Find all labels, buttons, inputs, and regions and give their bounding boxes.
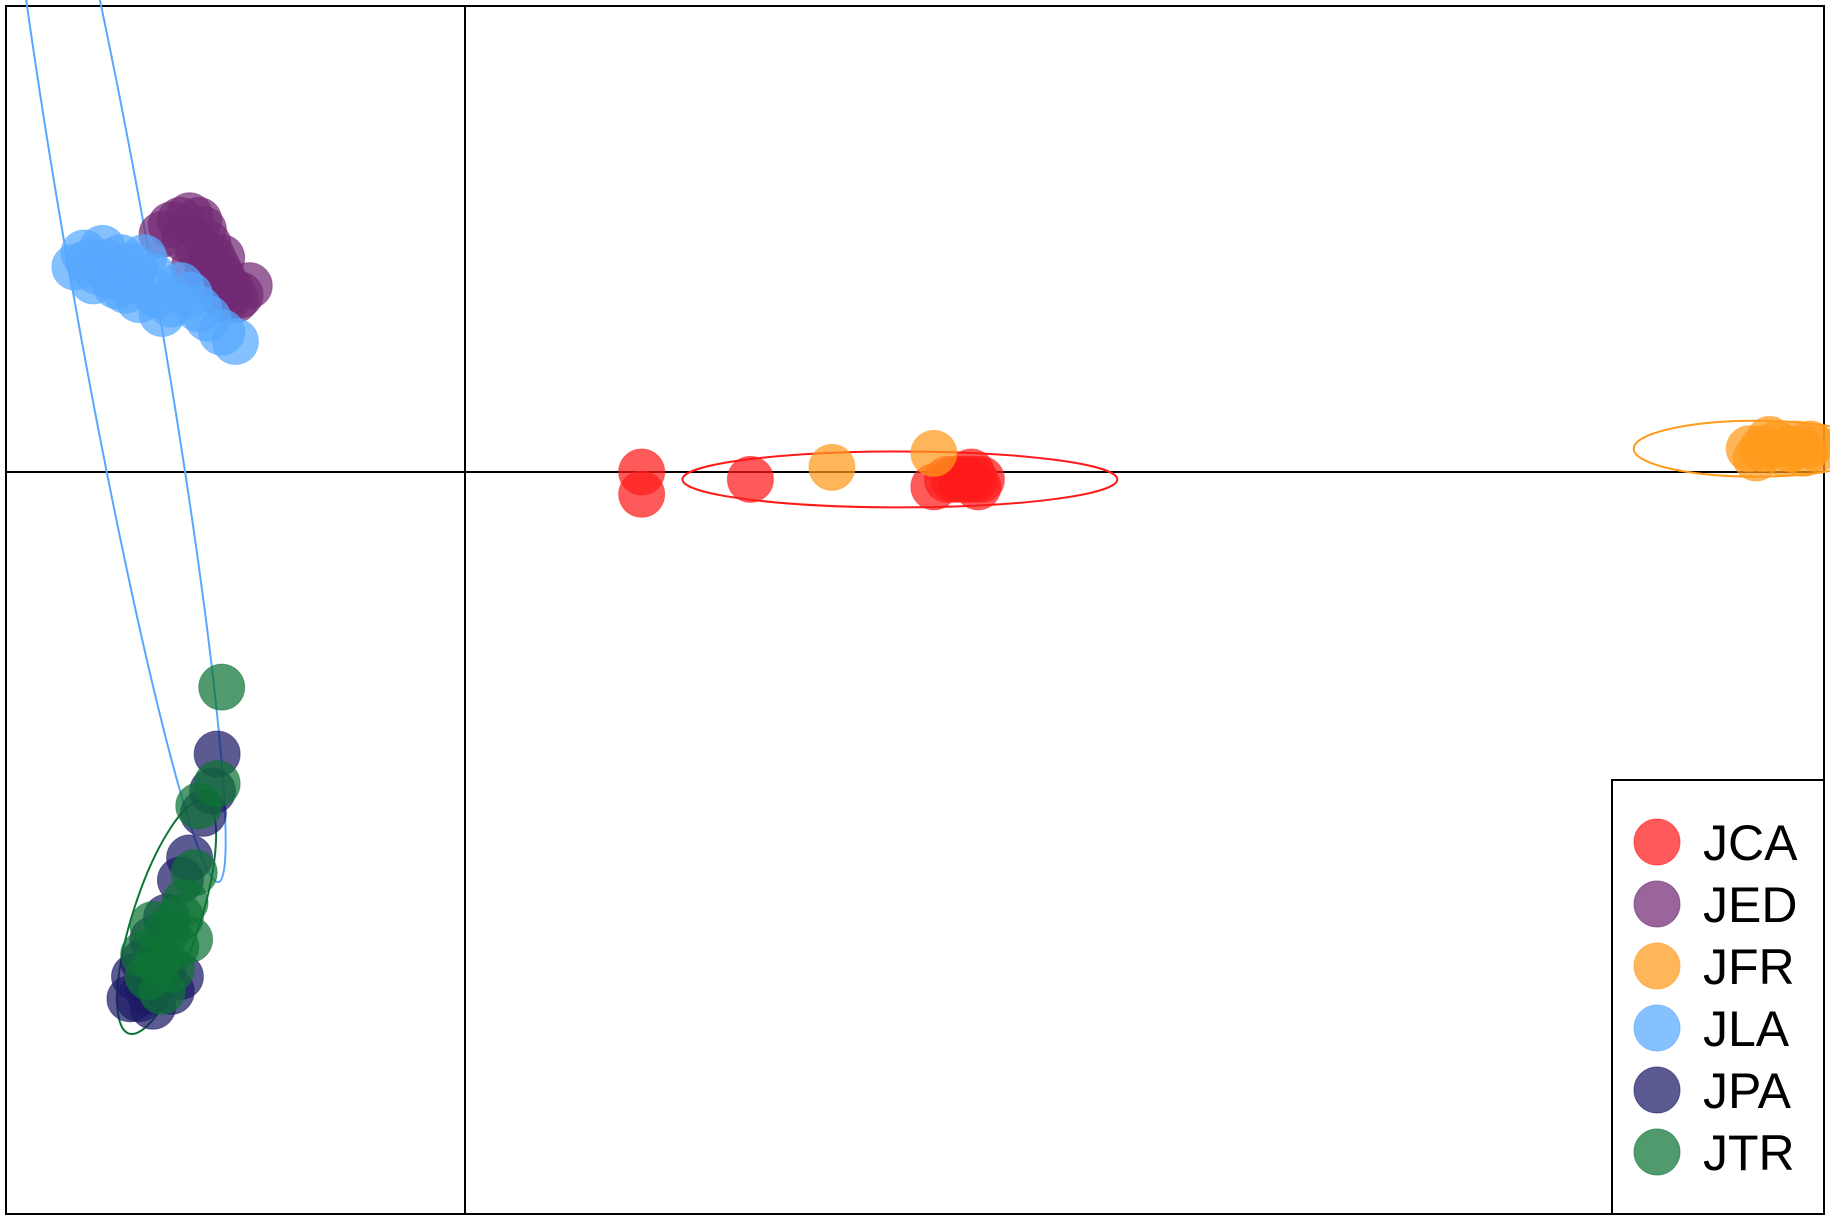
legend-swatch-jed	[1633, 880, 1681, 928]
plot-border	[5, 5, 1825, 1215]
legend-label-jtr: JTR	[1703, 1125, 1795, 1181]
point-jca-11	[957, 455, 1005, 503]
series-jca	[618, 448, 1005, 518]
point-jca-1	[618, 470, 666, 518]
series-jla	[51, 224, 259, 366]
legend-swatch-jla	[1633, 1004, 1681, 1052]
series-jtr	[120, 663, 246, 1015]
point-jla-24	[138, 290, 186, 338]
legend-label-jfr: JFR	[1703, 939, 1795, 995]
point-jtr-14	[166, 915, 214, 963]
legend-label-jed: JED	[1703, 877, 1797, 933]
point-jtr-0	[198, 663, 246, 711]
legend: JCA JED JFR JLA JPA JTR	[1611, 779, 1825, 1215]
legend-label-jca: JCA	[1703, 815, 1798, 871]
ellipse-jca	[681, 450, 1119, 509]
points-layer	[51, 192, 1830, 1030]
point-jfr-11	[1746, 415, 1794, 463]
series-jfr	[808, 415, 1830, 491]
legend-swatch-jtr	[1633, 1128, 1681, 1176]
legend-swatch-jca	[1633, 818, 1681, 866]
point-jfr-0	[808, 443, 856, 491]
legend-swatch-jpa	[1633, 1066, 1681, 1114]
legend-label-jla: JLA	[1703, 1001, 1790, 1057]
point-jtr-2	[175, 782, 223, 830]
point-jla-19	[212, 318, 259, 366]
legend-label-jpa: JPA	[1703, 1063, 1792, 1119]
point-jfr-12	[1786, 420, 1830, 468]
legend-swatch-jfr	[1633, 942, 1681, 990]
point-jca-2	[726, 455, 774, 503]
point-jla-22	[97, 234, 145, 282]
point-jfr-1	[910, 429, 958, 477]
